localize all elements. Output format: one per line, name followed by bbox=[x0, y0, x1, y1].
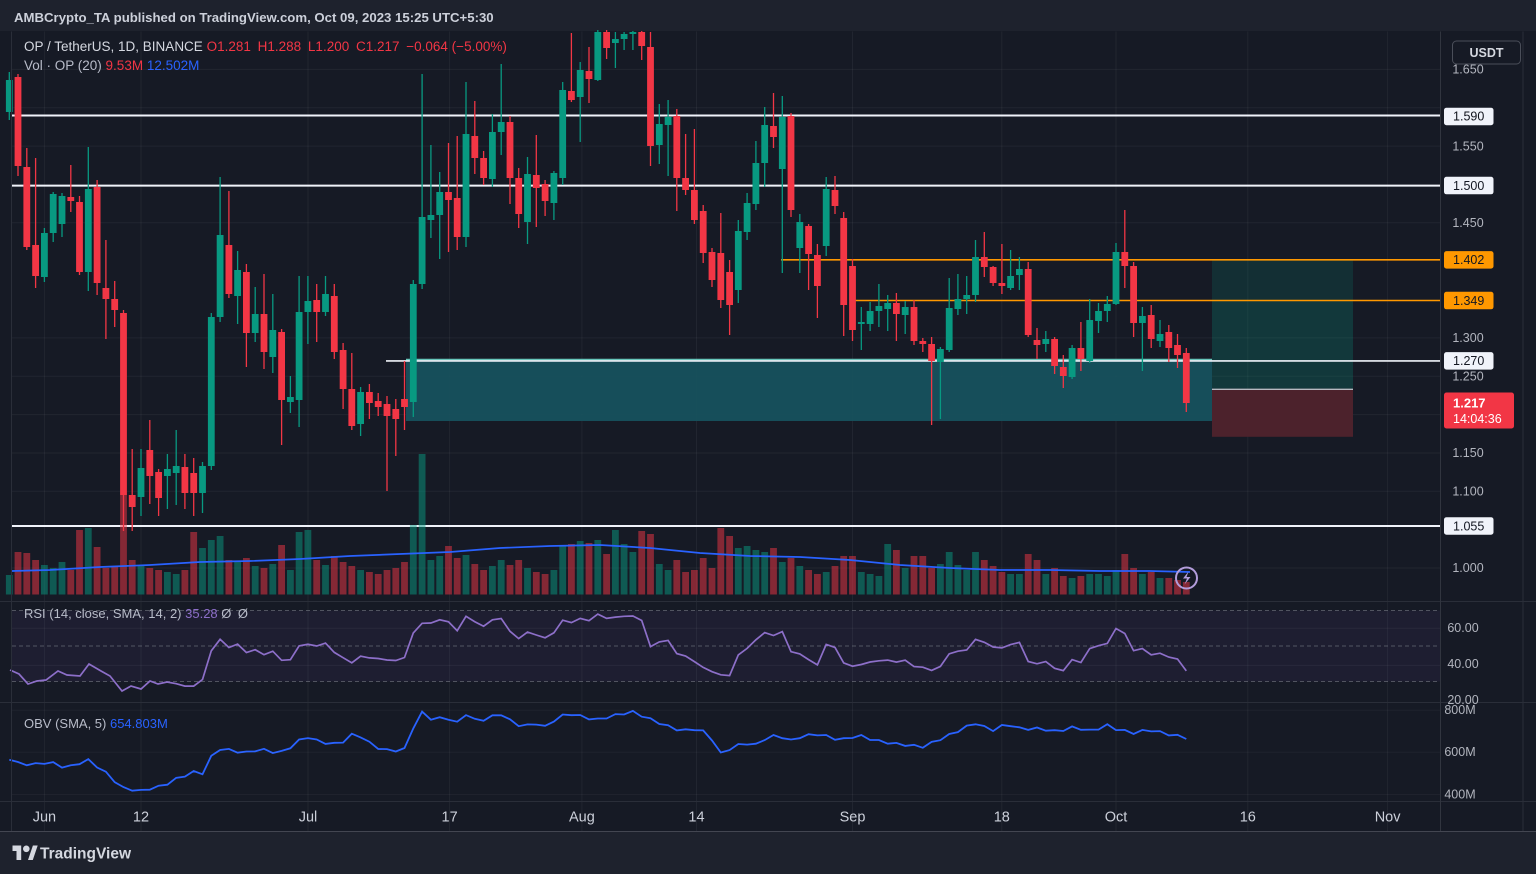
svg-text:1.300: 1.300 bbox=[1452, 331, 1483, 345]
svg-text:Sep: Sep bbox=[840, 810, 866, 826]
svg-text:AMBCrypto_TA published on Trad: AMBCrypto_TA published on TradingView.co… bbox=[14, 10, 494, 25]
svg-text:12: 12 bbox=[133, 810, 149, 826]
svg-text:1.450: 1.450 bbox=[1452, 216, 1483, 230]
svg-text:USDT: USDT bbox=[1469, 46, 1503, 60]
svg-text:Jul: Jul bbox=[299, 810, 318, 826]
svg-text:OBV (SMA, 5) 654.803M: OBV (SMA, 5) 654.803M bbox=[24, 716, 168, 731]
svg-text:Oct: Oct bbox=[1105, 810, 1128, 826]
svg-text:18: 18 bbox=[994, 810, 1010, 826]
svg-text:RSI (14, close, SMA, 14, 2) 35: RSI (14, close, SMA, 14, 2) 35.28 Ø Ø bbox=[24, 606, 248, 621]
svg-text:600M: 600M bbox=[1444, 745, 1475, 759]
svg-text:1.217: 1.217 bbox=[1453, 396, 1486, 411]
svg-text:1.550: 1.550 bbox=[1452, 139, 1483, 153]
svg-text:TradingView: TradingView bbox=[40, 846, 132, 863]
svg-text:14: 14 bbox=[688, 810, 704, 826]
svg-text:Aug: Aug bbox=[569, 810, 595, 826]
svg-text:1.402: 1.402 bbox=[1453, 253, 1484, 267]
svg-text:17: 17 bbox=[442, 810, 458, 826]
svg-text:1.055: 1.055 bbox=[1453, 519, 1484, 533]
svg-text:1.349: 1.349 bbox=[1453, 294, 1484, 308]
svg-text:1.250: 1.250 bbox=[1452, 370, 1483, 384]
svg-text:1.270: 1.270 bbox=[1453, 354, 1484, 368]
svg-text:Vol · OP (20) 9.53M 12.502M: Vol · OP (20) 9.53M 12.502M bbox=[24, 58, 199, 73]
svg-text:1.590: 1.590 bbox=[1453, 110, 1484, 124]
svg-text:1.000: 1.000 bbox=[1452, 561, 1483, 575]
svg-text:20.00: 20.00 bbox=[1447, 693, 1478, 707]
svg-text:400M: 400M bbox=[1444, 788, 1475, 802]
svg-text:Nov: Nov bbox=[1375, 810, 1402, 826]
svg-text:16: 16 bbox=[1240, 810, 1256, 826]
svg-text:1.500: 1.500 bbox=[1453, 179, 1484, 193]
svg-text:40.00: 40.00 bbox=[1447, 657, 1478, 671]
svg-text:1.650: 1.650 bbox=[1452, 63, 1483, 77]
svg-text:Jun: Jun bbox=[33, 810, 56, 826]
svg-text:OP / TetherUS, 1D, BINANCE O1: OP / TetherUS, 1D, BINANCE O1.281 H1.288… bbox=[24, 39, 507, 54]
svg-text:1.150: 1.150 bbox=[1452, 446, 1483, 460]
svg-text:60.00: 60.00 bbox=[1447, 621, 1478, 635]
svg-text:1.100: 1.100 bbox=[1452, 485, 1483, 499]
svg-text:14:04:36: 14:04:36 bbox=[1453, 412, 1502, 426]
svg-text:800M: 800M bbox=[1444, 703, 1475, 717]
